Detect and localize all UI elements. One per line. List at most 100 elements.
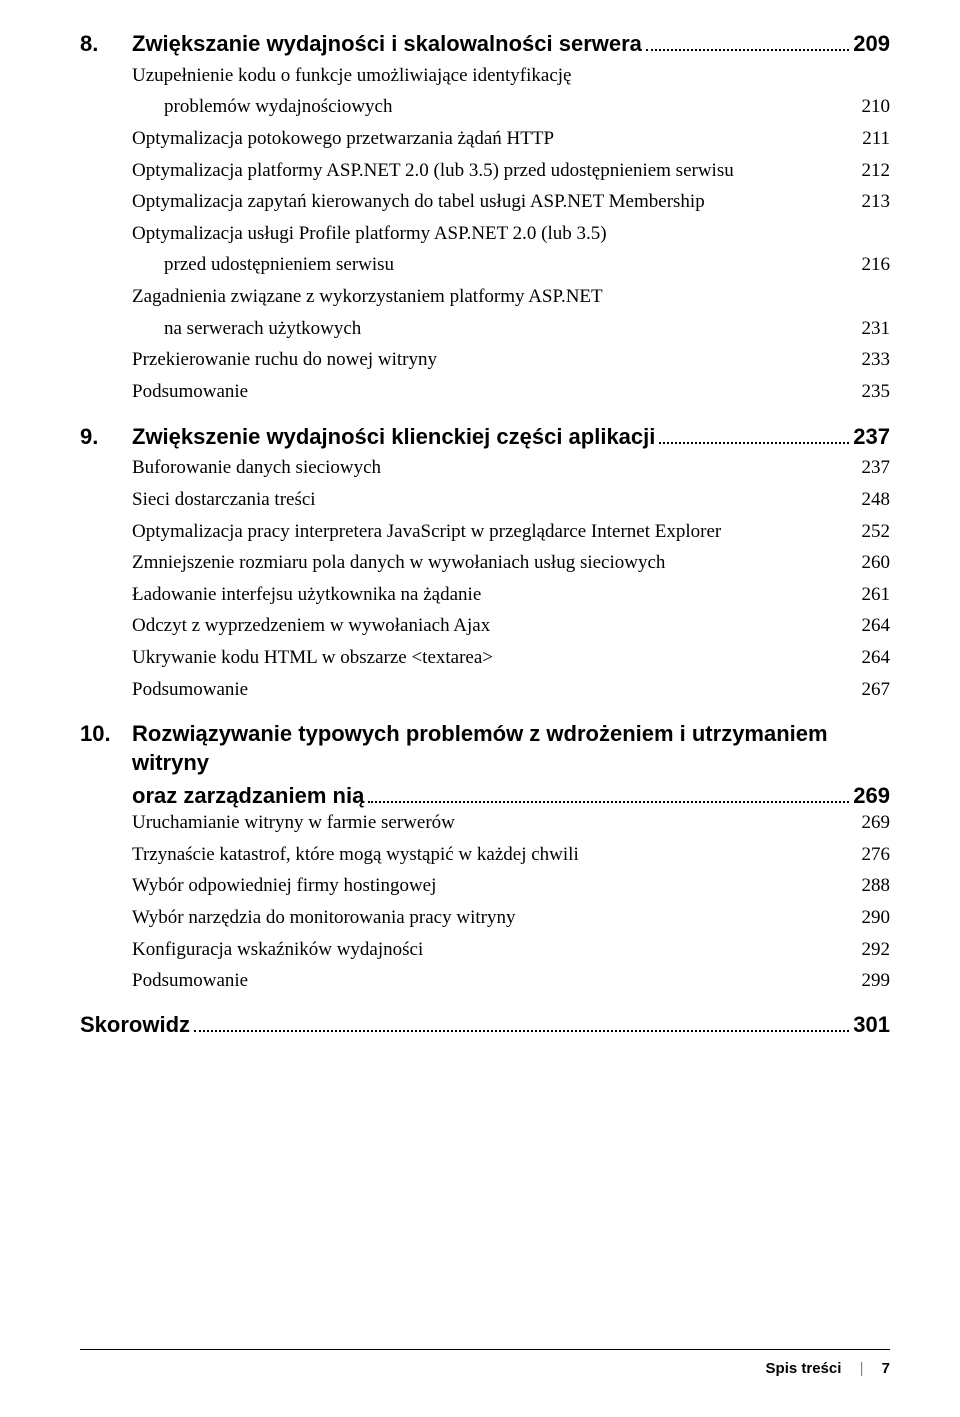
chapter-page: 209 xyxy=(853,31,890,57)
chapter-title: Zwiększenie wydajności klienckiej części… xyxy=(132,423,655,452)
leader-dots xyxy=(646,49,849,51)
toc-entry: Odczyt z wyprzedzeniem w wywołaniach Aja… xyxy=(132,613,890,639)
toc-entry-cont: problemów wydajnościowych 210 xyxy=(164,94,890,120)
entry-text: Sieci dostarczania treści xyxy=(132,487,316,513)
footer-label: Spis treści xyxy=(766,1360,842,1377)
entry-page: 264 xyxy=(862,645,891,671)
entry-page: 235 xyxy=(862,379,891,405)
entry-text: przed udostępnieniem serwisu xyxy=(164,252,394,278)
entry-text: Ładowanie interfejsu użytkownika na żąda… xyxy=(132,582,481,608)
toc-entry: Wybór narzędzia do monitorowania pracy w… xyxy=(132,905,890,931)
toc-entry: Trzynaście katastrof, które mogą wystąpi… xyxy=(132,842,890,868)
chapter-heading: 8. Zwiększanie wydajności i skalowalnośc… xyxy=(80,30,890,59)
entry-page: 213 xyxy=(862,189,891,215)
entry-page: 276 xyxy=(862,842,891,868)
index-page: 301 xyxy=(853,1012,890,1038)
entry-text: Zagadnienia związane z wykorzystaniem pl… xyxy=(132,284,603,310)
chapter-10: 10. Rozwiązywanie typowych problemów z w… xyxy=(80,720,890,994)
entry-text: Zmniejszenie rozmiaru pola danych w wywo… xyxy=(132,550,665,576)
entry-page: 264 xyxy=(862,613,891,639)
entry-text: Ukrywanie kodu HTML w obszarze <textarea… xyxy=(132,645,493,671)
entry-text: Odczyt z wyprzedzeniem w wywołaniach Aja… xyxy=(132,613,490,639)
entry-page: 237 xyxy=(862,455,891,481)
page-footer: Spis treści | 7 xyxy=(80,1349,890,1377)
entry-text: Konfiguracja wskaźników wydajności xyxy=(132,937,423,963)
toc-entry: Optymalizacja zapytań kierowanych do tab… xyxy=(132,189,890,215)
entry-page: 260 xyxy=(862,550,891,576)
toc-entry-cont: na serwerach użytkowych 231 xyxy=(164,316,890,342)
chapter-page: 269 xyxy=(853,783,890,809)
toc-entry: Ładowanie interfejsu użytkownika na żąda… xyxy=(132,582,890,608)
toc-entry: Optymalizacja pracy interpretera JavaScr… xyxy=(132,519,890,545)
entry-text: Optymalizacja pracy interpretera JavaScr… xyxy=(132,519,721,545)
footer-separator: | xyxy=(860,1360,864,1377)
chapter-title-cont: oraz zarządzaniem nią xyxy=(132,782,364,811)
entry-page: 233 xyxy=(862,347,891,373)
chapter-8: 8. Zwiększanie wydajności i skalowalnośc… xyxy=(80,30,890,405)
entry-text: Optymalizacja usługi Profile platformy A… xyxy=(132,221,607,247)
entry-page: 290 xyxy=(862,905,891,931)
entry-page: 292 xyxy=(862,937,891,963)
toc-entry: Podsumowanie 299 xyxy=(132,968,890,994)
entry-page: 252 xyxy=(862,519,891,545)
toc-entry: Uzupełnienie kodu o funkcje umożliwiając… xyxy=(132,63,890,89)
entry-text: Przekierowanie ruchu do nowej witryny xyxy=(132,347,437,373)
toc-entry: Buforowanie danych sieciowych 237 xyxy=(132,455,890,481)
entry-page: 216 xyxy=(862,252,891,278)
leader-dots xyxy=(368,801,849,803)
entry-page: 231 xyxy=(862,316,891,342)
toc-entry: Zagadnienia związane z wykorzystaniem pl… xyxy=(132,284,890,310)
entry-page: 299 xyxy=(862,968,891,994)
entry-text: Wybór narzędzia do monitorowania pracy w… xyxy=(132,905,515,931)
entry-text: problemów wydajnościowych xyxy=(164,94,392,120)
entry-page: 288 xyxy=(862,873,891,899)
chapter-number: 10. xyxy=(80,721,132,747)
entry-text: Uzupełnienie kodu o funkcje umożliwiając… xyxy=(132,63,571,89)
entry-text: Podsumowanie xyxy=(132,379,248,405)
chapter-number: 9. xyxy=(80,424,132,450)
chapter-title: Rozwiązywanie typowych problemów z wdroż… xyxy=(132,720,890,777)
entry-text: Wybór odpowiedniej firmy hostingowej xyxy=(132,873,436,899)
entry-text: na serwerach użytkowych xyxy=(164,316,361,342)
chapter-number: 8. xyxy=(80,31,132,57)
toc-entry: Podsumowanie 235 xyxy=(132,379,890,405)
leader-dots xyxy=(194,1030,849,1032)
toc-entry: Zmniejszenie rozmiaru pola danych w wywo… xyxy=(132,550,890,576)
entry-text: Buforowanie danych sieciowych xyxy=(132,455,381,481)
toc-entry: Konfiguracja wskaźników wydajności 292 xyxy=(132,937,890,963)
entry-text: Uruchamianie witryny w farmie serwerów xyxy=(132,810,455,836)
entry-text: Optymalizacja zapytań kierowanych do tab… xyxy=(132,189,705,215)
toc-entry: Ukrywanie kodu HTML w obszarze <textarea… xyxy=(132,645,890,671)
toc-entry: Optymalizacja platformy ASP.NET 2.0 (lub… xyxy=(132,158,890,184)
toc-body: 8. Zwiększanie wydajności i skalowalnośc… xyxy=(80,30,890,1038)
entry-page: 261 xyxy=(862,582,891,608)
entry-text: Optymalizacja platformy ASP.NET 2.0 (lub… xyxy=(132,158,734,184)
leader-dots xyxy=(659,442,849,444)
entry-page: 210 xyxy=(862,94,891,120)
entry-text: Podsumowanie xyxy=(132,677,248,703)
chapter-title: Zwiększanie wydajności i skalowalności s… xyxy=(132,30,642,59)
index-row: Skorowidz 301 xyxy=(80,1012,890,1038)
toc-entry: Wybór odpowiedniej firmy hostingowej 288 xyxy=(132,873,890,899)
toc-entry: Podsumowanie 267 xyxy=(132,677,890,703)
chapter-9: 9. Zwiększenie wydajności klienckiej czę… xyxy=(80,423,890,703)
entry-text: Podsumowanie xyxy=(132,968,248,994)
toc-entry: Sieci dostarczania treści 248 xyxy=(132,487,890,513)
entry-page: 211 xyxy=(862,126,890,152)
footer-page-number: 7 xyxy=(882,1360,890,1377)
footer-rule xyxy=(80,1349,890,1350)
entry-page: 212 xyxy=(862,158,891,184)
entry-text: Optymalizacja potokowego przetwarzania ż… xyxy=(132,126,554,152)
chapter-heading: 9. Zwiększenie wydajności klienckiej czę… xyxy=(80,423,890,452)
entry-text: Trzynaście katastrof, które mogą wystąpi… xyxy=(132,842,579,868)
toc-entry: Uruchamianie witryny w farmie serwerów 2… xyxy=(132,810,890,836)
entry-page: 248 xyxy=(862,487,891,513)
toc-entry: Optymalizacja potokowego przetwarzania ż… xyxy=(132,126,890,152)
toc-entry: Przekierowanie ruchu do nowej witryny 23… xyxy=(132,347,890,373)
toc-entry: Optymalizacja usługi Profile platformy A… xyxy=(132,221,890,247)
chapter-heading: 10. Rozwiązywanie typowych problemów z w… xyxy=(80,720,890,777)
entry-page: 267 xyxy=(862,677,891,703)
toc-entry-cont: przed udostępnieniem serwisu 216 xyxy=(164,252,890,278)
chapter-page: 237 xyxy=(853,424,890,450)
entry-page: 269 xyxy=(862,810,891,836)
